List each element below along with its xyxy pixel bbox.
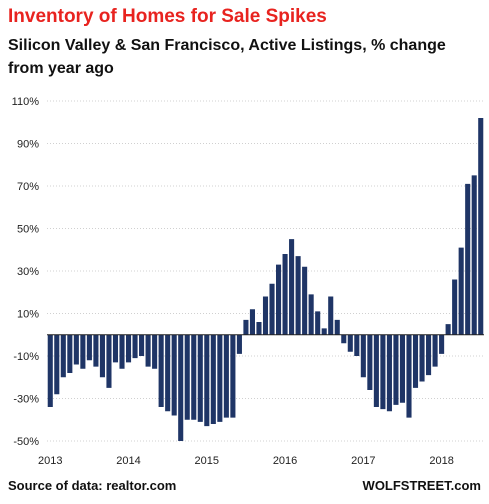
bar: [47, 334, 53, 407]
bar: [204, 334, 210, 427]
y-tick-label: 70%: [17, 181, 39, 193]
bar: [54, 334, 60, 395]
bar: [269, 283, 275, 335]
bar: [236, 334, 242, 354]
y-tick-label: 10%: [17, 309, 39, 321]
bar: [112, 334, 119, 363]
bar: [132, 334, 138, 359]
bar: [321, 328, 327, 335]
x-tick-label: 2018: [429, 455, 453, 467]
bar: [73, 334, 79, 365]
y-tick-label: -10%: [13, 351, 39, 363]
y-tick-label: 110%: [12, 96, 40, 108]
bar: [295, 256, 301, 335]
bar: [191, 334, 197, 420]
bar: [210, 334, 216, 424]
bar: [80, 334, 86, 369]
bar: [347, 334, 353, 352]
bar: [439, 334, 445, 354]
bar: [67, 334, 73, 373]
bar: [99, 334, 105, 378]
bar: [354, 334, 360, 356]
bar: [399, 334, 406, 403]
bar: [262, 296, 269, 335]
bar: [243, 319, 249, 335]
y-tick-label: -50%: [13, 436, 39, 448]
x-tick-label: 2014: [116, 455, 140, 467]
x-tick-label: 2013: [38, 455, 62, 467]
bar: [373, 334, 379, 407]
x-tick-label: 2016: [273, 455, 297, 467]
bar: [393, 334, 399, 405]
bar: [302, 266, 308, 335]
x-axis-ticks: 2013 2014 2015 2016 2017 2018: [38, 455, 454, 467]
bar: [145, 334, 151, 367]
bar: [171, 334, 177, 416]
bar: [223, 334, 229, 418]
bar: [452, 279, 458, 335]
bar: [419, 334, 425, 382]
bar: [432, 334, 438, 367]
bar: [289, 239, 295, 335]
y-tick-label: 90%: [17, 139, 39, 151]
y-tick-label: 50%: [17, 224, 39, 236]
bar: [86, 334, 92, 361]
bar: [197, 334, 203, 422]
y-axis-ticks: 110% 90% 70% 50% 30% 10% -10% -30% -50%: [12, 96, 40, 448]
bar: [106, 334, 112, 388]
bar: [276, 264, 282, 335]
bar: [380, 334, 386, 410]
bar: [386, 334, 392, 412]
bar: [328, 296, 334, 335]
bar: [406, 334, 412, 418]
bar: [152, 334, 158, 369]
bar: [158, 334, 164, 407]
bar: [445, 324, 451, 335]
source-note: Source of data: realtor.com: [8, 478, 177, 493]
bar: [125, 334, 132, 363]
gridlines: [47, 100, 484, 442]
bar: [249, 309, 255, 335]
bar: [60, 334, 66, 378]
bar: [139, 334, 145, 356]
bar: [458, 247, 464, 335]
bar: [178, 334, 184, 441]
bars: [47, 118, 484, 441]
bar: [360, 334, 366, 378]
bar: [465, 183, 471, 335]
bar: [315, 311, 321, 335]
x-tick-label: 2015: [195, 455, 219, 467]
chart-title: Inventory of Homes for Sale Spikes: [8, 6, 327, 27]
bar: [478, 118, 484, 335]
bar: [230, 334, 236, 418]
bar: [334, 319, 340, 335]
bar: [282, 254, 288, 335]
y-tick-label: 30%: [17, 266, 39, 278]
bar: [426, 334, 432, 376]
bar: [93, 334, 99, 367]
bar: [119, 334, 125, 369]
brand-logo-text: WOLFSTREET.com: [362, 478, 481, 493]
bar: [308, 294, 314, 335]
bar: [341, 334, 347, 344]
bar: [217, 334, 223, 422]
bar: [412, 334, 419, 388]
y-tick-label: -30%: [13, 394, 39, 406]
bar: [367, 334, 373, 390]
bar: [256, 322, 262, 335]
chart-subtitle: Silicon Valley & San Francisco, Active L…: [8, 37, 446, 77]
bar: [471, 175, 477, 335]
x-tick-label: 2017: [351, 455, 375, 467]
bar: [184, 334, 190, 420]
bar: [165, 334, 171, 412]
